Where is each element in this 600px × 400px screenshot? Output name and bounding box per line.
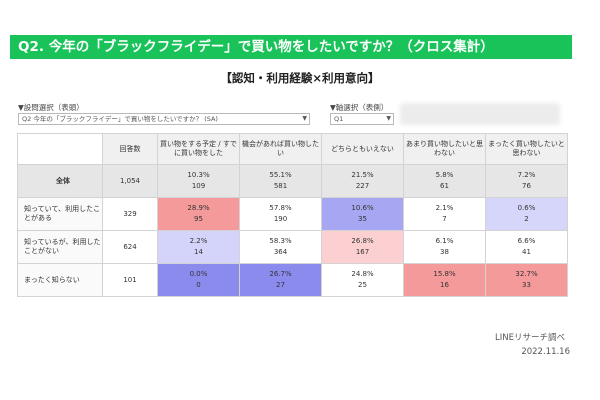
cell-count: 33: [522, 281, 531, 289]
table-cell: 15.8% 16: [403, 263, 486, 297]
cell-count: 581: [273, 182, 288, 190]
table-cell: 2.1% 7: [403, 197, 486, 231]
table-cell: 24.8% 25: [321, 263, 404, 297]
cell-count: 41: [522, 248, 531, 256]
header-col: あまり買い物したいと思わない: [403, 133, 486, 165]
cell-count: 190: [273, 215, 288, 223]
table-cell: 55.1% 581: [239, 164, 322, 198]
header-col: どちらともいえない: [321, 133, 404, 165]
cell-percent: 6.6%: [517, 237, 536, 245]
cell-percent: 5.8%: [435, 171, 454, 179]
cell-count: 38: [440, 248, 449, 256]
table-cell: 2.2% 14: [157, 230, 240, 264]
header-respondents: 回答数: [102, 133, 158, 165]
settings-select-label: ▼設問選択（表頭）: [18, 103, 84, 112]
cell-percent: 10.6%: [351, 204, 374, 212]
chevron-down-icon: ▼: [386, 115, 391, 122]
table-cell: 6.6% 41: [485, 230, 568, 264]
cell-percent: 0.6%: [517, 204, 536, 212]
cell-percent: 7.2%: [517, 171, 536, 179]
cell-count: 2: [524, 215, 529, 223]
cell-percent: 55.1%: [269, 171, 292, 179]
cell-percent: 57.8%: [269, 204, 292, 212]
cell-count: 167: [355, 248, 370, 256]
cell-percent: 58.3%: [269, 237, 292, 245]
table-row: 知っていて、利用したことがある 329 28.9% 95 57.8% 190 10.…: [17, 197, 568, 231]
table-cell: 28.9% 95: [157, 197, 240, 231]
cell-percent: 28.9%: [187, 204, 210, 212]
header-corner: [17, 133, 103, 165]
date-label: 2022.11.16: [521, 347, 570, 357]
subtitle: 【認知・利用経験×利用意向】: [220, 71, 380, 85]
settings-select[interactable]: Q2 今年の「ブラックフライデー」で買い物をしたいですか？ (SA) ▼: [18, 113, 310, 125]
cell-percent: 26.8%: [351, 237, 374, 245]
cell-count: 27: [276, 281, 285, 289]
cell-count: 61: [440, 182, 449, 190]
row-label: 知っていて、利用したことがある: [17, 197, 103, 231]
table-row: 全体 1,054 10.3% 109 55.1% 581 21.5% 227 5.8%…: [17, 164, 568, 198]
cell-count: 95: [194, 215, 203, 223]
table-row: まったく知らない 101 0.0% 0 26.7% 27 24.8% 25 15.8%…: [17, 263, 568, 297]
title-banner: Q2. 今年の「ブラックフライデー」で買い物をしたいですか？（クロス集計）: [10, 35, 572, 59]
cell-count: 0: [196, 281, 201, 289]
cell-percent: 32.7%: [515, 270, 538, 278]
settings-select-value: Q2 今年の「ブラックフライデー」で買い物をしたいですか？ (SA): [22, 115, 218, 123]
axis-select-label: ▼軸選択（表側）: [330, 103, 389, 112]
table-cell: 0.6% 2: [485, 197, 568, 231]
respondent-count: 624: [102, 230, 158, 264]
table-cell: 10.6% 35: [321, 197, 404, 231]
chevron-down-icon: ▼: [302, 115, 307, 122]
cell-count: 76: [522, 182, 531, 190]
header-col: 機会があれば買い物したい: [239, 133, 322, 165]
cell-percent: 6.1%: [435, 237, 454, 245]
cell-percent: 15.8%: [433, 270, 456, 278]
respondent-count: 329: [102, 197, 158, 231]
table-cell: 26.8% 167: [321, 230, 404, 264]
cell-percent: 2.1%: [435, 204, 454, 212]
table-cell: 26.7% 27: [239, 263, 322, 297]
cross-tab-table: 回答数 買い物をする予定 / すでに買い物をした 機会があれば買い物したい どち…: [17, 133, 568, 297]
cell-percent: 2.2%: [189, 237, 208, 245]
cell-count: 364: [273, 248, 288, 256]
table-cell: 21.5% 227: [321, 164, 404, 198]
cell-count: 227: [355, 182, 370, 190]
table-cell: 10.3% 109: [157, 164, 240, 198]
page-title: Q2. 今年の「ブラックフライデー」で買い物をしたいですか？（クロス集計）: [18, 39, 494, 55]
cell-percent: 24.8%: [351, 270, 374, 278]
row-label: 知っているが、利用したことがない: [17, 230, 103, 264]
header-col: まったく買い物したいと思わない: [485, 133, 568, 165]
cell-count: 35: [358, 215, 367, 223]
table-cell: 0.0% 0: [157, 263, 240, 297]
respondent-count: 1,054: [102, 164, 158, 198]
header-row: 回答数 買い物をする予定 / すでに買い物をした 機会があれば買い物したい どち…: [17, 133, 568, 165]
cell-count: 109: [191, 182, 206, 190]
cell-count: 16: [440, 281, 449, 289]
table-cell: 57.8% 190: [239, 197, 322, 231]
row-label: まったく知らない: [17, 263, 103, 297]
table-cell: 6.1% 38: [403, 230, 486, 264]
header-col: 買い物をする予定 / すでに買い物をした: [157, 133, 240, 165]
axis-select-value: Q1: [334, 115, 344, 123]
cell-percent: 10.3%: [187, 171, 210, 179]
row-label: 全体: [17, 164, 103, 198]
table-cell: 5.8% 61: [403, 164, 486, 198]
cell-count: 7: [442, 215, 447, 223]
table-row: 知っているが、利用したことがない 624 2.2% 14 58.3% 364 26.…: [17, 230, 568, 264]
cell-percent: 0.0%: [189, 270, 208, 278]
blurred-region: [400, 103, 560, 125]
cell-count: 14: [194, 248, 203, 256]
source-credit: LINEリサーチ調べ: [495, 333, 565, 343]
axis-select[interactable]: Q1 ▼: [330, 113, 394, 125]
respondent-count: 101: [102, 263, 158, 297]
table-cell: 7.2% 76: [485, 164, 568, 198]
table-cell: 32.7% 33: [485, 263, 568, 297]
table-cell: 58.3% 364: [239, 230, 322, 264]
cell-percent: 21.5%: [351, 171, 374, 179]
cell-count: 25: [358, 281, 367, 289]
cell-percent: 26.7%: [269, 270, 292, 278]
